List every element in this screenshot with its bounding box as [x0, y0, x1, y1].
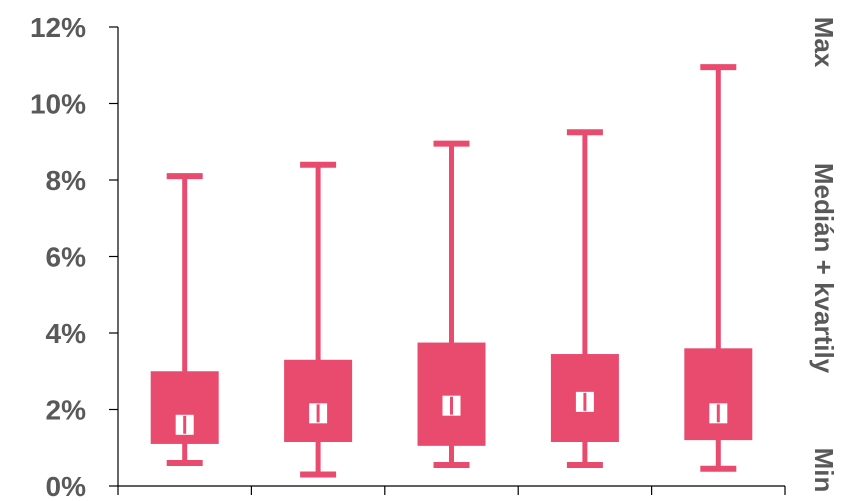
box-group-3: [417, 140, 486, 468]
y-tick-label: 12%: [30, 12, 86, 43]
y-tick-label: 0%: [46, 471, 87, 501]
box-group-4: [550, 129, 619, 468]
side-label-max: Max: [809, 17, 839, 68]
y-tick-label: 6%: [46, 242, 87, 273]
iqr-box: [284, 359, 353, 443]
y-axis: 0% 2% 4% 6% 8% 10% 12%: [30, 12, 119, 501]
box-group-1: [150, 173, 219, 467]
side-label-min: Min: [809, 448, 839, 493]
box-group-5: [684, 64, 753, 472]
box-series: [150, 64, 753, 478]
y-tick-label: 4%: [46, 318, 87, 349]
y-tick-label: 10%: [30, 89, 86, 120]
y-tick-label: 2%: [46, 395, 87, 426]
box-group-2: [284, 161, 353, 478]
y-tick-label: 8%: [46, 165, 87, 196]
iqr-box: [417, 342, 486, 446]
iqr-box: [684, 348, 753, 441]
side-label-median-quartiles: Medián + kvartily: [809, 163, 839, 374]
x-axis: [117, 485, 786, 495]
